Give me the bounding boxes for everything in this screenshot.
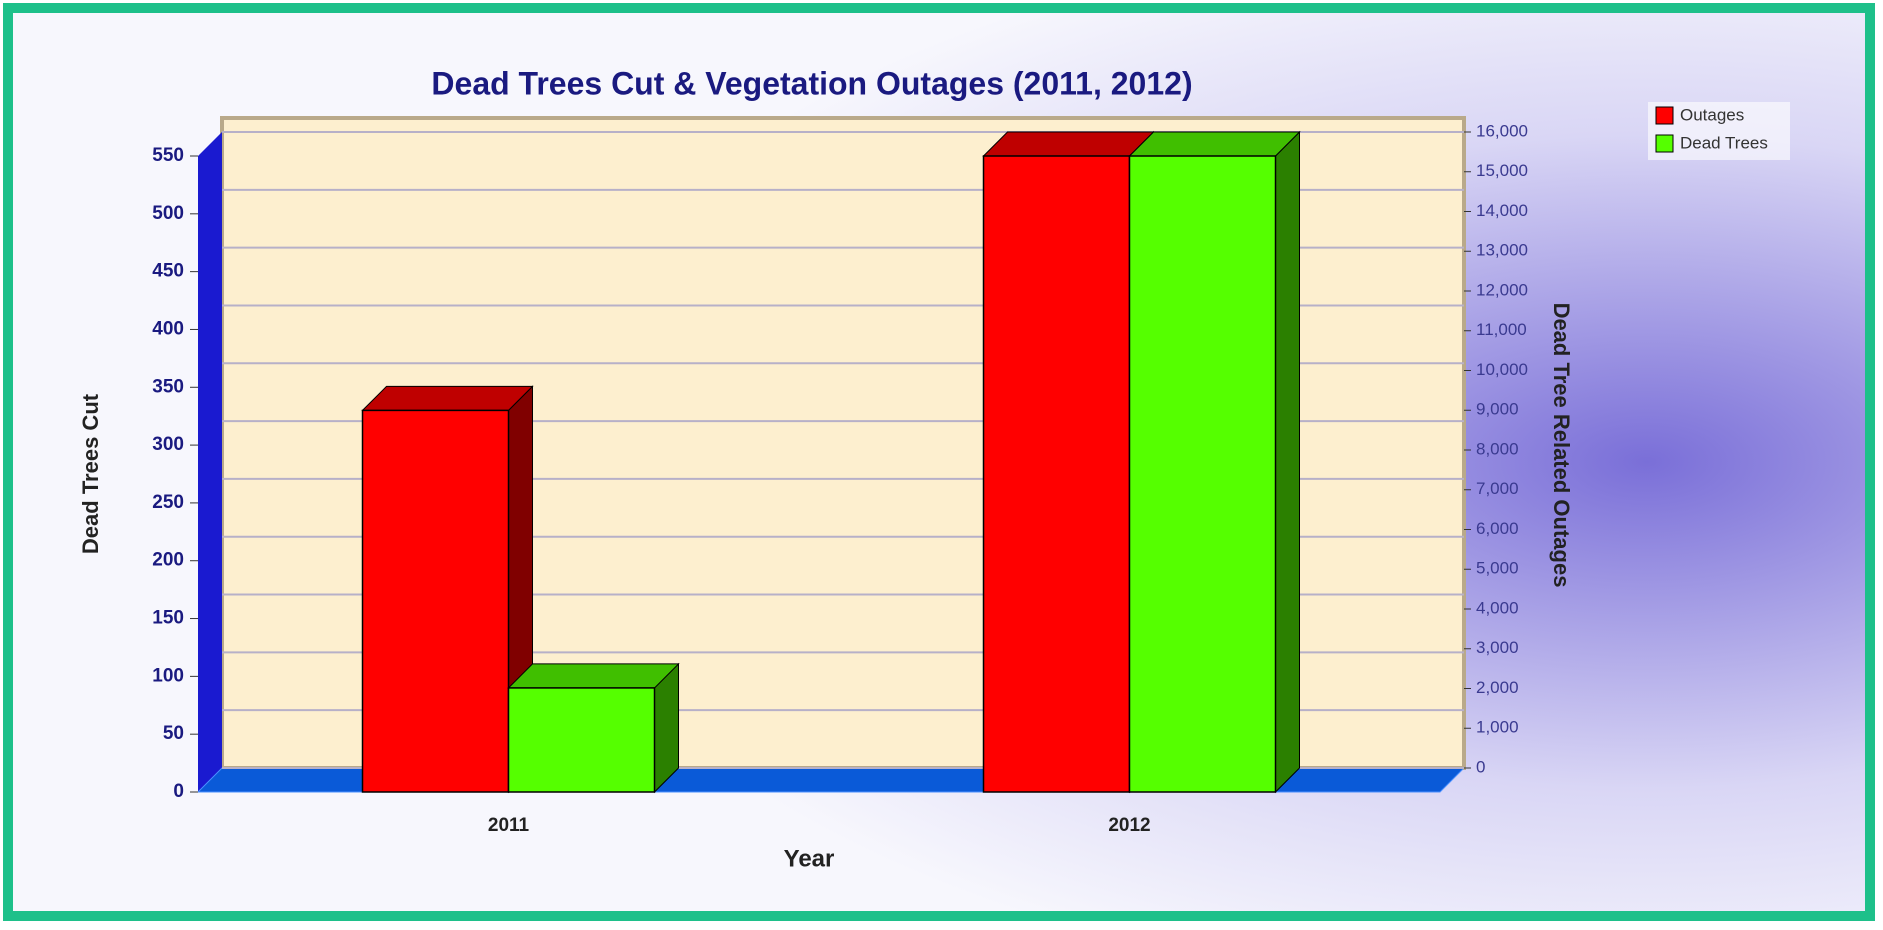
y2-tick-label: 15,000	[1476, 161, 1528, 180]
y2-axis-label: Dead Tree Related Outages	[1549, 303, 1574, 588]
legend-label: Dead Trees	[1680, 133, 1768, 152]
bar-top	[982, 131, 1155, 157]
y-tick-label: 50	[163, 723, 184, 744]
y-tick-label: 300	[152, 434, 184, 455]
y2-tick-label: 16,000	[1476, 121, 1528, 140]
y-tick-label: 150	[152, 608, 184, 629]
y-tick-label: 250	[152, 492, 184, 513]
legend-label: Outages	[1680, 105, 1744, 124]
y2-tick-label: 13,000	[1476, 241, 1528, 260]
bar-top	[361, 385, 534, 411]
legend-swatch	[1655, 134, 1674, 153]
bar	[1128, 155, 1277, 793]
y2-tick-label: 8,000	[1476, 439, 1519, 458]
y-tick-label: 550	[152, 145, 184, 166]
y-tick-label: 350	[152, 376, 184, 397]
bar	[361, 409, 510, 793]
y2-tick-label: 14,000	[1476, 201, 1528, 220]
y-tick-label: 500	[152, 203, 184, 224]
y2-tick-label: 7,000	[1476, 479, 1519, 498]
y2-tick-label: 6,000	[1476, 519, 1519, 538]
y2-tick-label: 0	[1476, 757, 1485, 776]
bar	[507, 687, 656, 793]
bar	[982, 155, 1131, 793]
y2-tick-label: 12,000	[1476, 280, 1528, 299]
y2-tick-label: 5,000	[1476, 559, 1519, 578]
y-tick-label: 0	[173, 781, 184, 802]
y2-tick-label: 9,000	[1476, 400, 1519, 419]
y2-tick-label: 10,000	[1476, 360, 1528, 379]
y2-tick-label: 1,000	[1476, 718, 1519, 737]
left-wall	[198, 132, 222, 792]
bar-side	[1275, 130, 1300, 794]
y-axis-label: Dead Trees Cut	[78, 393, 103, 554]
y-tick-label: 200	[152, 550, 184, 571]
y2-tick-label: 2,000	[1476, 678, 1519, 697]
chart-title: Dead Trees Cut & Vegetation Outages (201…	[431, 65, 1192, 101]
bar-top	[1128, 131, 1301, 157]
y-tick-label: 450	[152, 261, 184, 282]
x-tick-label: 2012	[1108, 815, 1150, 836]
y-tick-label: 100	[152, 665, 184, 686]
bar-top	[507, 663, 680, 689]
y-tick-label: 400	[152, 318, 184, 339]
y2-tick-label: 11,000	[1476, 320, 1527, 339]
x-tick-label: 2011	[488, 815, 530, 836]
legend-swatch	[1655, 106, 1674, 125]
x-axis-label: Year	[784, 845, 835, 872]
y2-tick-label: 3,000	[1476, 638, 1519, 657]
y2-tick-label: 4,000	[1476, 598, 1519, 617]
